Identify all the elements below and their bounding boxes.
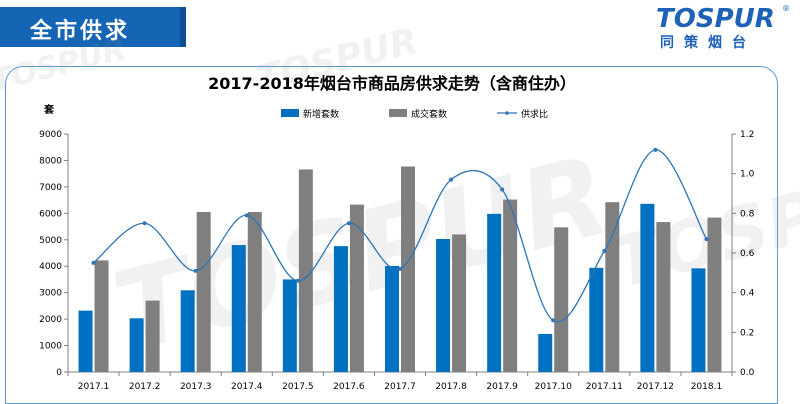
ratio-point [653,147,658,152]
bar-new-supply [487,213,502,372]
header-band [0,7,186,47]
ratio-line-series [91,147,709,323]
ratio-point [704,237,709,242]
brand-reg-mark: ® [782,4,790,13]
legend-label-ratio: 供求比 [521,108,548,120]
y2-tick-label: 1.0 [740,170,755,180]
bar-transactions [247,212,262,372]
y-tick-label: 2000 [39,315,62,325]
brand-name: TOSPUR [656,4,775,34]
bar-new-supply [538,333,553,372]
x-tick-label: 2017.6 [333,382,365,392]
x-tick-label: 2017.10 [535,382,572,392]
y2-tick-label: 0.2 [740,328,754,338]
legend-swatch-new-supply [281,109,299,117]
bar-new-supply [129,318,144,372]
ratio-point [193,268,198,273]
x-tick-label: 2017.8 [435,382,467,392]
x-tick-label: 2017.9 [486,382,518,392]
x-tick-label: 2017.12 [637,382,674,392]
ratio-point [346,221,351,226]
bar-new-supply [385,265,399,372]
ratio-point [295,278,300,283]
y2-tick-label: 0.6 [740,249,755,259]
legend-swatch-transactions [389,109,407,117]
y-tick-label: 3000 [39,289,62,299]
y-tick-label: 8000 [39,156,62,166]
x-tick-label: 2018.1 [691,382,723,392]
y-tick-label: 7000 [39,183,62,193]
bars [78,166,722,372]
ratio-point [398,266,402,271]
ratio-point [602,249,607,254]
page-title: 全市供求 [30,19,131,44]
bar-new-supply [640,203,655,372]
y-tick-label: 9000 [39,130,62,140]
axes: 0 1000 2000 3000 4000 5000 6000 7000 8000 9000 0.0… [39,130,754,378]
x-tick-label: 2017.1 [78,382,110,392]
ratio-point [91,260,96,265]
x-axis-labels: 2017.1 2017.2 2017.3 2017.4 2017.5 2017.6 2017… [78,382,722,392]
ratio-point [244,213,249,218]
bar-transactions [145,300,160,372]
bar-new-supply [691,268,706,372]
bar-new-supply [333,246,348,372]
bar-new-supply [436,238,451,372]
y-tick-label: 6000 [39,209,62,219]
ratio-point [142,221,147,226]
bar-transactions [503,199,518,372]
y-axis-label: 套 [43,103,55,116]
brand-logo: TOSPUR ® 同策烟台 [656,4,790,51]
ratio-line [93,149,708,323]
bar-transactions [298,169,313,372]
legend: 新增套数 成交套数 供求比 [281,108,548,120]
bar-new-supply [231,245,246,372]
x-tick-label: 2017.3 [180,382,212,392]
bar-transactions [94,260,109,372]
bar-transactions [554,227,569,372]
y-tick-label: 5000 [39,236,62,246]
x-tick-label: 2017.11 [586,382,623,392]
ratio-point [551,318,556,323]
y-tick-label: 4000 [39,262,62,272]
bar-transactions [656,222,671,372]
bar-new-supply [282,279,297,372]
y-tick-label: 0 [56,368,62,378]
x-tick-label: 2017.7 [384,382,416,392]
y2-tick-label: 0.4 [740,289,755,299]
bar-transactions [707,217,722,372]
x-tick-label: 2017.4 [231,382,263,392]
x-tick-label: 2017.2 [129,382,161,392]
bar-transactions [349,204,364,372]
bar-transactions [605,202,620,372]
bar-transactions [196,212,211,372]
bar-new-supply [589,267,604,372]
bar-new-supply [180,290,195,372]
legend-label-transactions: 成交套数 [411,108,447,120]
legend-label-new-supply: 新增套数 [303,108,339,120]
ratio-point [449,177,454,182]
ratio-point [500,187,505,192]
legend-marker-ratio [505,111,509,115]
bar-transactions [401,166,415,372]
y2-tick-label: 1.2 [740,130,754,140]
brand-subtitle: 同策烟台 [660,35,756,51]
y-tick-label: 1000 [39,342,62,352]
bar-transactions [452,234,467,372]
y2-tick-label: 0.8 [740,209,755,219]
chart-title: 2017-2018年烟台市商品房供求走势（含商住办） [208,74,576,93]
bar-new-supply [78,310,93,372]
x-tick-label: 2017.5 [282,382,314,392]
y2-tick-label: 0.0 [740,368,755,378]
